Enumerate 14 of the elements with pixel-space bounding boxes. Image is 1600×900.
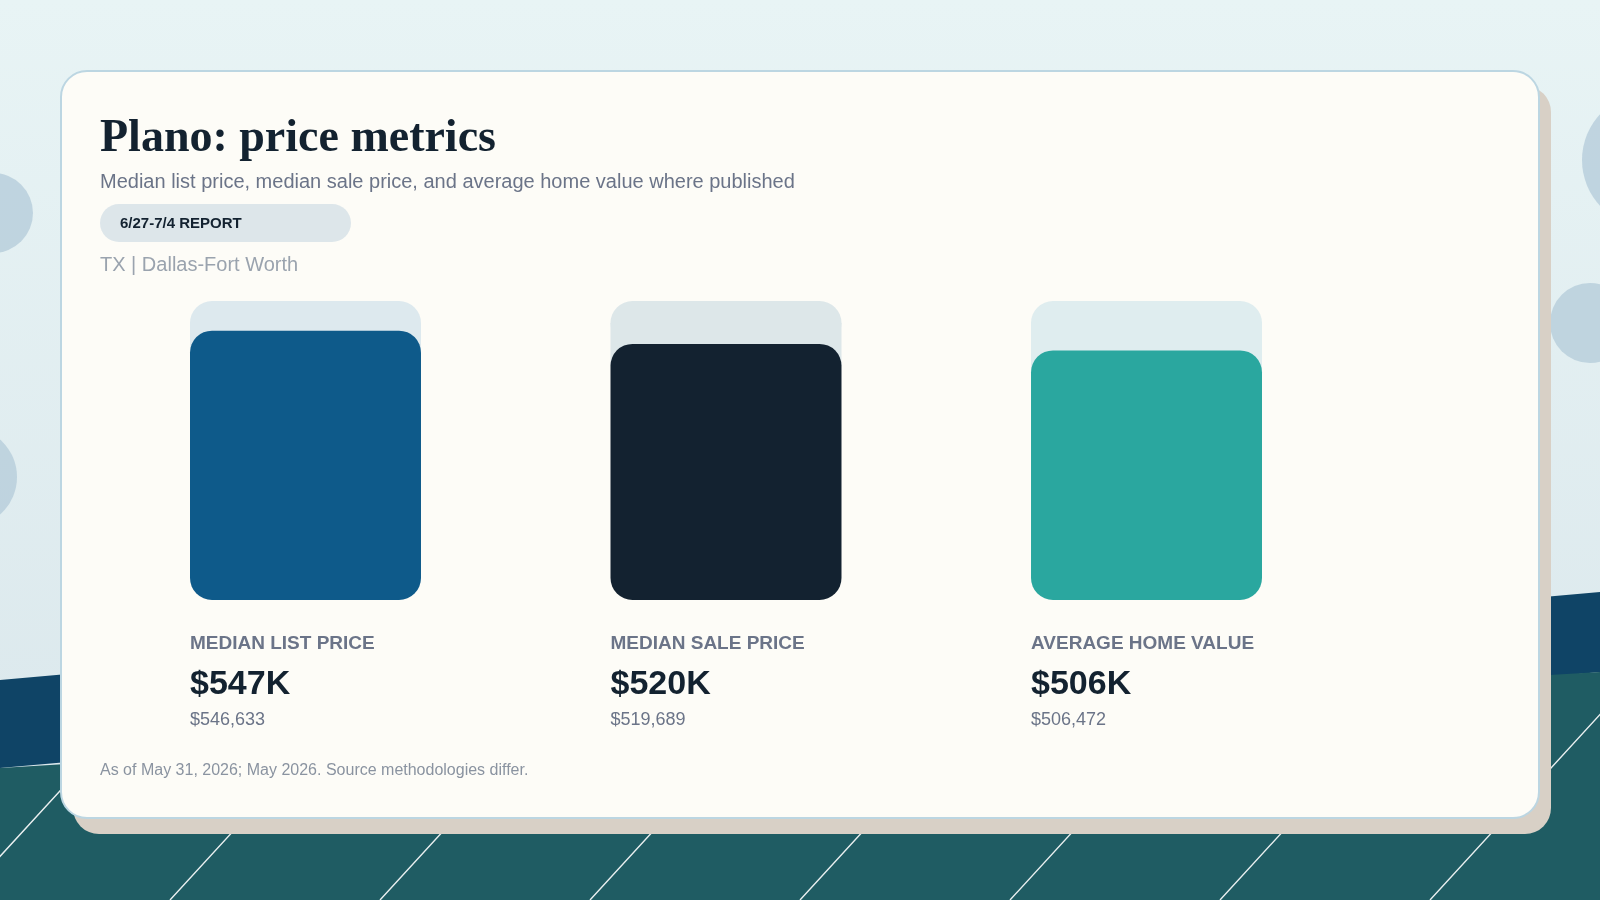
text: $519,689 [610,709,686,729]
chart-subtitle: Median list price, median sale price, and average home value where published [100,170,795,192]
text: TX | Dallas-Fort Worth [100,253,299,275]
text: $506,472 [1031,709,1107,729]
data-label: $520K [610,663,712,701]
x-tick-label: MEDIAN LIST PRICE [190,632,375,653]
x-tick-label: AVERAGE HOME VALUE [1031,632,1255,653]
chart-title: Plano: price metrics [100,110,496,161]
x-tick-label: MEDIAN SALE PRICE [610,632,805,653]
text: As of May 31, 2026; May 2026. Source methodologies differ. [100,761,529,778]
data-label: $547K [190,663,291,701]
data-label: $506K [1031,663,1132,701]
text: $546,633 [190,709,266,729]
text: 6/27-7/4 REPORT [120,214,242,231]
